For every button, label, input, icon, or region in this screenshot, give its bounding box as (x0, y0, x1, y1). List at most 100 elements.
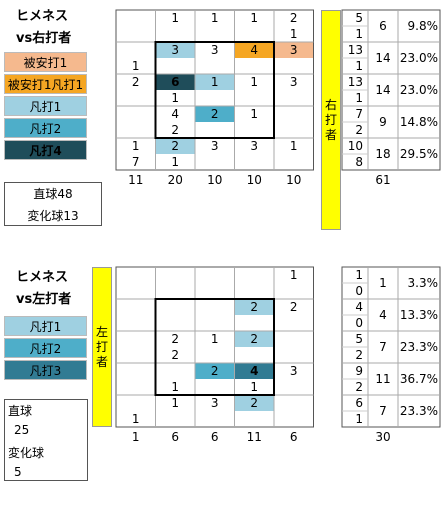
column-total: 6 (210, 430, 219, 444)
pair-value: 2 (355, 380, 363, 394)
row-total: 9 (379, 115, 387, 129)
side-label-char: 打 (324, 112, 337, 127)
zone-cell: 2 (171, 348, 180, 362)
row-total: 7 (379, 404, 387, 418)
zone-cell: 4 (234, 363, 274, 379)
pair-value: 7 (355, 107, 363, 121)
zone-cell (116, 283, 156, 299)
zone-cell (116, 299, 156, 315)
zone-cell (235, 411, 275, 427)
legend-item: 凡打4 (4, 140, 87, 160)
pair-value: 10 (347, 139, 363, 153)
zone-cell: 1 (171, 396, 180, 410)
zone-cell: 3 (250, 139, 259, 153)
zone-cell: 3 (274, 42, 314, 58)
zone-cell: 3 (155, 42, 195, 58)
zone-cell (274, 315, 314, 331)
column-total: 6 (171, 430, 180, 444)
zone-cell (156, 411, 196, 427)
zone-cell (156, 283, 196, 299)
zone-cell (116, 331, 156, 347)
zone-cell (116, 379, 156, 395)
row-percent: 3.3% (407, 276, 439, 290)
zone-cell: 1 (171, 380, 180, 394)
zone-cell (195, 154, 235, 170)
pair-value: 5 (355, 11, 363, 25)
zone-cell (116, 395, 156, 411)
zone-cell: 3 (289, 364, 298, 378)
zone-cell: 4 (234, 42, 274, 58)
pitch-type-count: 25 (14, 423, 30, 437)
zone-cell: 6 (155, 74, 195, 90)
zone-cell (195, 315, 235, 331)
zone-cell: 2 (195, 106, 235, 122)
pair-value: 13 (347, 43, 363, 57)
zone-cell (235, 315, 275, 331)
zone-cell (235, 154, 275, 170)
row-percent: 29.5% (399, 147, 438, 161)
pair-value: 1 (355, 91, 363, 105)
zone-cell (116, 26, 156, 42)
pair-value: 1 (355, 27, 363, 41)
zone-cell (195, 122, 235, 138)
zone-cell (116, 106, 156, 122)
zone-cell (116, 267, 156, 283)
zone-cell: 2 (155, 138, 195, 154)
pitch-type-name: 直球 (8, 403, 33, 418)
zone-cell: 1 (250, 380, 259, 394)
zone-cell: 2 (195, 363, 235, 379)
zone-cell (156, 267, 196, 283)
legend-item: 凡打1 (4, 316, 87, 336)
zone-cell (235, 267, 275, 283)
column-total: 20 (167, 173, 183, 187)
zone-cell (116, 122, 156, 138)
zone-cell (235, 90, 275, 106)
pitch-type-box-bottom (4, 399, 88, 481)
zone-cell (116, 42, 156, 58)
zone-cell: 2 (171, 123, 180, 137)
zone-cell (195, 90, 235, 106)
zone-cell (274, 411, 314, 427)
legend-item: 凡打2 (4, 118, 87, 138)
zone-cell (274, 283, 314, 299)
row-percent: 23.0% (399, 51, 438, 65)
zone-cell (195, 267, 235, 283)
zone-cell: 1 (289, 139, 298, 153)
legend-item: 凡打2 (4, 338, 87, 358)
pitch-type-label: 直球48 (33, 186, 73, 201)
zone-cell (274, 58, 314, 74)
pitch-type-count: 5 (14, 465, 22, 479)
zone-cell (274, 395, 314, 411)
zone-cell: 1 (289, 268, 298, 282)
zone-cell: 1 (171, 91, 180, 105)
zone-cell: 4 (171, 107, 180, 121)
zone-cell: 1 (131, 139, 140, 153)
zone-cell (235, 26, 275, 42)
pair-value: 1 (355, 268, 363, 282)
pair-value: 9 (355, 364, 363, 378)
zone-cell: 3 (210, 396, 219, 410)
side-label-char: 者 (95, 354, 108, 369)
zone-cell: 2 (234, 299, 274, 315)
column-total: 10 (286, 173, 302, 187)
matchup-subtitle: vs右打者 (16, 31, 72, 46)
row-percent: 9.8% (407, 19, 439, 33)
pitch-type-name: 変化球 (8, 445, 45, 460)
legend-item: 被安打1 (4, 52, 87, 72)
zone-cell (274, 379, 314, 395)
zone-cell (195, 299, 235, 315)
pair-value: 2 (355, 348, 363, 362)
legend-item: 被安打1凡打1 (4, 74, 87, 94)
row-total: 11 (375, 372, 391, 386)
zone-cell: 1 (171, 11, 180, 25)
row-percent: 13.3% (399, 308, 438, 322)
row-total: 18 (375, 147, 391, 161)
side-label-char: 右 (324, 97, 337, 112)
grand-total: 30 (375, 430, 391, 444)
zone-cell (274, 106, 314, 122)
side-label-char: 打 (95, 339, 108, 354)
row-total: 14 (375, 83, 391, 97)
chart-title-top: ヒメネス vs右打者 (16, 6, 71, 50)
zone-cell (235, 347, 275, 363)
zone-cell (116, 90, 156, 106)
